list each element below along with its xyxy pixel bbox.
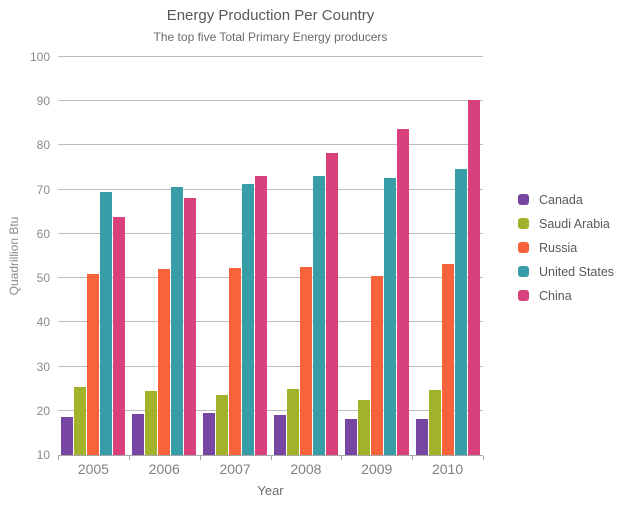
x-tick-label-2007: 2007 (219, 461, 251, 477)
y-tick-label-30: 30 (36, 359, 50, 374)
bar-china-2005 (113, 217, 126, 455)
legend-swatch-icon (518, 290, 529, 301)
legend-swatch-icon (518, 194, 529, 205)
bar-canada-2006 (132, 414, 145, 455)
bar-canada-2010 (415, 418, 428, 455)
y-tick-label-70: 70 (36, 182, 50, 197)
bar-canada-2008 (273, 415, 286, 455)
x-axis-tick (412, 456, 414, 460)
bar-united-states-2009 (383, 178, 396, 455)
gridline-60 (58, 232, 483, 234)
legend-item-saudi-arabia[interactable]: Saudi Arabia (518, 216, 614, 231)
bar-group-2009 (341, 57, 412, 455)
gridline-100 (58, 56, 483, 57)
x-axis-tick (483, 456, 484, 460)
y-tick-label-100: 100 (29, 50, 50, 64)
bar-canada-2007 (203, 413, 216, 455)
bar-china-2007 (255, 176, 268, 455)
x-tick-label-2005: 2005 (77, 461, 109, 477)
x-axis-tick (270, 456, 272, 460)
bar-group-2008 (271, 57, 342, 455)
bar-china-2009 (396, 128, 409, 455)
gridline-90 (58, 100, 483, 102)
y-tick-label-80: 80 (36, 138, 50, 153)
y-tick-label-20: 20 (36, 403, 50, 418)
gridline-40 (58, 321, 483, 323)
x-tick-label-2010: 2010 (431, 461, 464, 477)
bar-united-states-2006 (171, 186, 184, 455)
bar-saudi-arabia-2008 (286, 388, 299, 455)
bar-saudi-arabia-2006 (145, 390, 158, 455)
bar-group-2007 (200, 57, 271, 455)
y-tick-label-10: 10 (36, 448, 50, 462)
x-axis-tick (199, 456, 201, 460)
chart-subtitle: The top five Total Primary Energy produc… (153, 30, 388, 44)
bar-russia-2008 (299, 267, 312, 455)
y-tick-label-40: 40 (36, 315, 50, 330)
bar-group-2006 (129, 57, 200, 455)
bar-canada-2005 (61, 416, 74, 455)
bar-united-states-2005 (100, 192, 113, 455)
bar-saudi-arabia-2005 (74, 387, 87, 455)
legend-swatch-icon (518, 266, 529, 277)
legend-swatch-icon (518, 218, 529, 229)
legend-label: Saudi Arabia (539, 216, 610, 231)
x-axis-title: Year (257, 483, 284, 498)
legend-item-united-states[interactable]: United States (518, 264, 615, 279)
y-tick-label-60: 60 (36, 226, 50, 241)
gridline-20 (58, 409, 483, 411)
bar-russia-2009 (370, 276, 383, 455)
bar-russia-2007 (229, 267, 242, 455)
bar-russia-2005 (87, 273, 100, 455)
bar-saudi-arabia-2009 (357, 399, 370, 455)
legend-item-russia[interactable]: Russia (518, 240, 614, 255)
bar-saudi-arabia-2010 (428, 390, 441, 455)
bar-united-states-2010 (454, 169, 467, 455)
bar-group-2005 (58, 57, 129, 455)
bar-united-states-2007 (242, 184, 255, 455)
chart-title: Energy Production Per Country (166, 7, 375, 24)
bar-russia-2010 (441, 264, 454, 455)
bar-group-2010 (412, 57, 483, 455)
legend-swatch-icon (518, 242, 529, 253)
x-tick-label-2008: 2008 (290, 461, 322, 477)
legend-label: Russia (539, 240, 578, 255)
y-tick-label-50: 50 (36, 271, 50, 286)
x-axis-tick (341, 456, 343, 460)
bar-united-states-2008 (312, 176, 325, 455)
legend-label: Canada (539, 192, 583, 207)
legend: Canada Saudi Arabia Russia United States Chi… (518, 192, 615, 314)
gridline-70 (58, 188, 483, 190)
gridline-30 (58, 365, 483, 367)
bar-russia-2006 (158, 269, 171, 455)
legend-label: China (539, 288, 572, 303)
legend-item-china[interactable]: China (518, 288, 614, 303)
bar-saudi-arabia-2007 (216, 395, 229, 455)
x-tick-label-2006: 2006 (148, 461, 180, 477)
x-tick-label-2009: 2009 (361, 461, 393, 477)
bar-china-2006 (184, 198, 197, 455)
gridline-80 (58, 144, 483, 146)
legend-label: United States (539, 264, 615, 279)
plot-area (58, 56, 483, 456)
x-axis-tick (128, 456, 130, 460)
x-axis-tick (58, 456, 59, 460)
gridline-50 (58, 277, 483, 279)
y-tick-label-90: 90 (36, 94, 50, 109)
bar-china-2010 (467, 100, 480, 455)
bar-canada-2009 (344, 419, 357, 455)
bar-china-2008 (325, 153, 338, 455)
legend-item-canada[interactable]: Canada (518, 192, 614, 207)
